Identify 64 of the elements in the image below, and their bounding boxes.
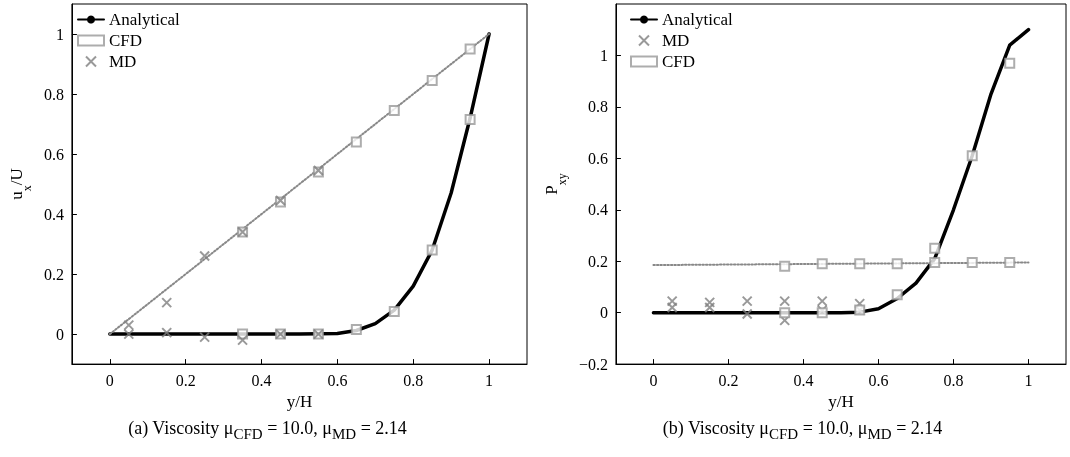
x-tick-label: 0.6	[868, 371, 889, 389]
legend-label: Analytical	[662, 10, 734, 29]
x-tick-label: 1	[485, 371, 494, 389]
point	[161, 327, 173, 339]
legend-label: CFD	[109, 31, 143, 50]
y-tick-label: −0.2	[578, 355, 608, 373]
x-tick-label: 0.2	[175, 371, 196, 389]
x-tick-label: 0.2	[718, 371, 739, 389]
legend-label: Analytical	[109, 10, 181, 29]
text: (b) Viscosity μ$_{CFD}$ = 10.0, μ$_{MD}$ = 2.14	[661, 418, 944, 443]
point	[779, 295, 791, 307]
legend-label: CFD	[662, 52, 696, 71]
y-axis-title: ux/U	[7, 168, 34, 200]
y-tick-label: 0.6	[587, 149, 608, 167]
y-tick-label: 0	[599, 304, 608, 322]
point	[388, 306, 400, 318]
point	[426, 244, 438, 256]
x-tick-label: 1	[1024, 371, 1033, 389]
point	[854, 258, 866, 270]
point	[388, 105, 400, 117]
point	[199, 331, 211, 343]
x-tick-label: 0	[105, 371, 114, 389]
text: (a) Viscosity μ$_{CFD}$ = 10.0, μ$_{MD}$ = 2.14	[127, 418, 408, 443]
point	[161, 297, 173, 309]
point	[929, 257, 941, 268]
legend-label: MD	[109, 52, 137, 71]
y-tick-label: 0.4	[587, 201, 608, 219]
x-tick-label: 0.4	[251, 371, 272, 389]
y-tick-label: 1	[55, 25, 64, 43]
y-tick-label: 0.4	[43, 205, 64, 223]
y-tick-label: 0.2	[587, 252, 608, 270]
point	[816, 258, 828, 270]
point	[350, 324, 362, 336]
point	[350, 136, 362, 148]
x-tick-label: 0.8	[943, 371, 964, 389]
point	[1004, 257, 1016, 268]
point	[464, 43, 476, 55]
y-tick-label: 0.2	[43, 265, 64, 283]
point	[779, 307, 791, 319]
y-tick-label: 0.8	[587, 98, 608, 116]
y-axis-title: Pxy	[542, 173, 569, 195]
y-tick-label: 0.8	[43, 85, 64, 103]
point	[237, 334, 249, 346]
point	[929, 242, 941, 254]
legend-label: MD	[662, 31, 690, 50]
y-tick-label: 0.6	[43, 145, 64, 163]
x-tick-label: 0.8	[403, 371, 424, 389]
point	[464, 114, 476, 126]
point	[966, 150, 978, 162]
x-tick-label: 0.4	[793, 371, 814, 389]
x-axis-title: y/H	[828, 392, 854, 411]
point	[891, 289, 903, 301]
y-tick-label: 0	[55, 325, 64, 343]
point	[426, 75, 438, 87]
point	[966, 257, 978, 268]
x-tick-label: 0	[649, 371, 658, 389]
y-tick-label: 1	[599, 46, 608, 64]
x-tick-label: 0.6	[327, 371, 348, 389]
x-axis-title: y/H	[286, 392, 313, 411]
line-series	[651, 27, 1031, 315]
point	[891, 258, 903, 270]
point	[779, 260, 791, 272]
point	[199, 250, 211, 262]
point	[1004, 57, 1016, 69]
